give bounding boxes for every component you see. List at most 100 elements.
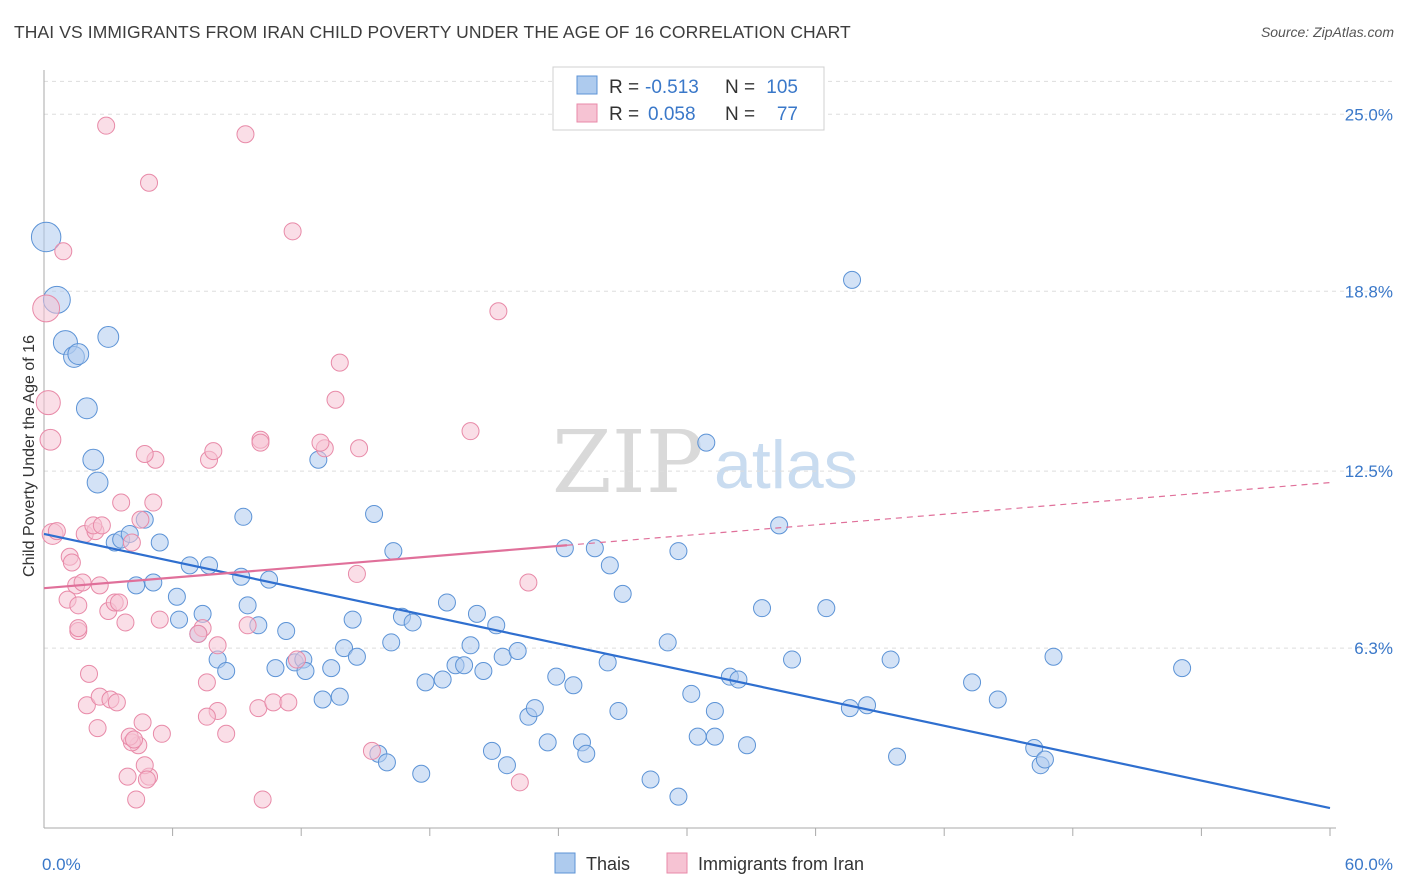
iran-point bbox=[69, 619, 88, 638]
iran-point bbox=[97, 116, 116, 135]
legend-iran-n-label: N = bbox=[725, 104, 755, 125]
thai-point bbox=[881, 650, 900, 669]
iran-point bbox=[510, 773, 529, 792]
thai-point bbox=[547, 667, 566, 686]
thai-point bbox=[641, 770, 660, 789]
iran-point bbox=[92, 516, 111, 535]
legend-thai-n-label: N = bbox=[725, 77, 755, 98]
thai-point bbox=[266, 659, 285, 678]
bottom-legend-thai-label: Thais bbox=[586, 854, 630, 874]
thai-point bbox=[963, 673, 982, 692]
thai-point bbox=[433, 670, 452, 689]
iran-point bbox=[461, 422, 480, 441]
thai-point bbox=[585, 539, 604, 558]
iran-point bbox=[77, 696, 96, 715]
iran-point bbox=[251, 433, 270, 452]
iran-point bbox=[326, 390, 345, 409]
iran-point bbox=[144, 493, 163, 512]
y-tick-label: 18.8% bbox=[1345, 282, 1393, 301]
legend-thai-r-label: R = bbox=[609, 77, 639, 98]
thai-point bbox=[840, 699, 859, 718]
iran-point bbox=[137, 770, 156, 789]
thai-point bbox=[474, 661, 493, 680]
thai-point bbox=[753, 599, 772, 618]
thai-point bbox=[170, 610, 189, 629]
iran-point bbox=[217, 724, 236, 743]
thai-point bbox=[277, 622, 296, 641]
thai-point bbox=[403, 613, 422, 632]
legend-iran-n-value: 77 bbox=[777, 104, 798, 125]
iran-point bbox=[54, 242, 73, 261]
thai-point bbox=[167, 587, 186, 606]
thai-point bbox=[843, 270, 862, 289]
thai-point bbox=[1044, 647, 1063, 666]
thai-point bbox=[783, 650, 802, 669]
source-credit: Source: ZipAtlas.com bbox=[1260, 24, 1394, 40]
thai-point bbox=[322, 659, 341, 678]
thai-point bbox=[97, 326, 120, 348]
iran-point bbox=[39, 428, 62, 451]
iran-point bbox=[519, 573, 538, 592]
iran-point bbox=[107, 693, 126, 712]
thai-point bbox=[658, 633, 677, 652]
thai-point bbox=[377, 753, 396, 772]
thai-point bbox=[382, 633, 401, 652]
iran-point bbox=[189, 624, 208, 643]
legend-thai-swatch bbox=[576, 75, 598, 95]
thai-point bbox=[343, 610, 362, 629]
gridlines bbox=[44, 80, 1394, 649]
iran-point bbox=[279, 693, 298, 712]
thai-point bbox=[600, 556, 619, 575]
watermark-zip: ZIP bbox=[552, 413, 704, 513]
iran-point bbox=[90, 576, 109, 595]
iran-point bbox=[197, 673, 216, 692]
thai-point bbox=[144, 573, 163, 592]
thai-point bbox=[347, 647, 366, 666]
thai-point bbox=[75, 397, 98, 420]
x-tick-label-min: 0.0% bbox=[42, 855, 81, 874]
watermark-atlas: atlas bbox=[714, 427, 858, 503]
thai-point bbox=[988, 690, 1007, 709]
thai-point bbox=[669, 787, 688, 806]
iran-point bbox=[112, 493, 131, 512]
y-tick-label: 25.0% bbox=[1345, 105, 1393, 124]
iran-point bbox=[287, 650, 306, 669]
bottom-legend-iran-label: Immigrants from Iran bbox=[698, 854, 864, 874]
iran-point bbox=[73, 573, 92, 592]
thai-point bbox=[525, 699, 544, 718]
legend-iran-r-value: 0.058 bbox=[648, 104, 696, 125]
iran-point bbox=[350, 439, 369, 458]
thai-point bbox=[682, 684, 701, 703]
thai-point bbox=[705, 727, 724, 746]
thai-point bbox=[217, 661, 236, 680]
thai-point bbox=[313, 690, 332, 709]
thai-point bbox=[86, 471, 109, 494]
legend-box bbox=[552, 66, 825, 131]
iran-point bbox=[125, 730, 144, 749]
thai-point bbox=[888, 747, 907, 766]
iran-point bbox=[236, 125, 255, 144]
iran-point bbox=[204, 442, 223, 461]
bottom-legend-iran-swatch bbox=[666, 852, 688, 874]
thai-point bbox=[669, 542, 688, 561]
thai-point bbox=[497, 756, 516, 775]
y-axis-title: Child Poverty Under the Age of 16 bbox=[21, 335, 38, 577]
thai-point bbox=[697, 433, 716, 452]
iran-point bbox=[362, 741, 381, 760]
iran-points bbox=[32, 116, 538, 809]
thai-point bbox=[30, 221, 62, 253]
thai-point bbox=[770, 516, 789, 535]
iran-point bbox=[253, 790, 272, 809]
thai-point bbox=[238, 596, 257, 615]
iran-point bbox=[32, 294, 61, 323]
iran-point bbox=[80, 664, 99, 683]
legend-thai-n-value: 105 bbox=[766, 77, 798, 98]
iran-point bbox=[208, 636, 227, 655]
thai-point bbox=[330, 687, 349, 706]
iran-point bbox=[238, 616, 257, 635]
thai-point bbox=[555, 539, 574, 558]
iran-point bbox=[110, 593, 129, 612]
thai-point bbox=[729, 670, 748, 689]
thai-point bbox=[455, 656, 474, 675]
thai-point bbox=[482, 741, 501, 760]
